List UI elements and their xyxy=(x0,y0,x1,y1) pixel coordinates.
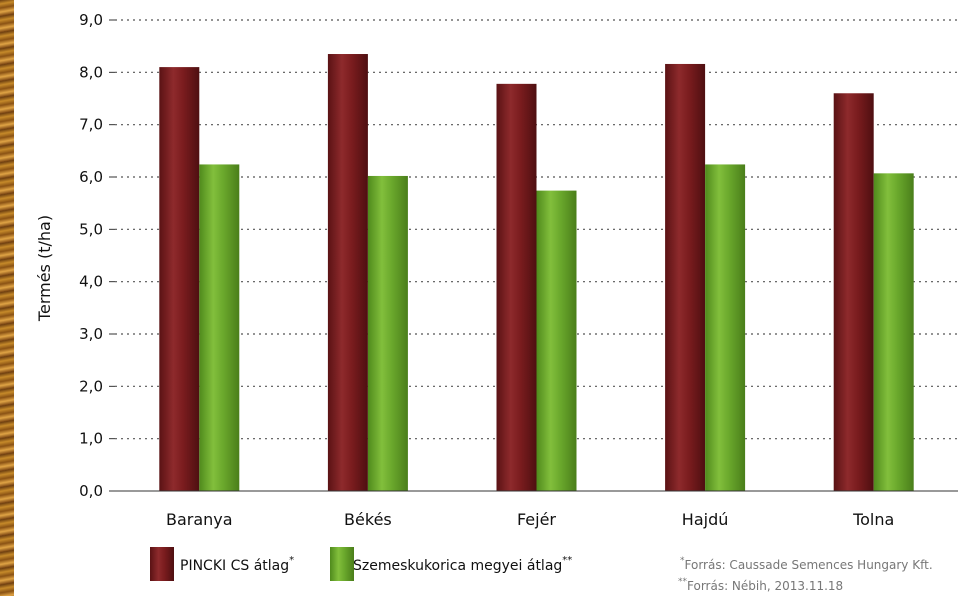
bar-series2 xyxy=(367,175,408,491)
bar-series2 xyxy=(873,173,914,491)
bar-series2 xyxy=(536,190,577,491)
x-category-label: Hajdú xyxy=(682,510,729,529)
x-category-label: Tolna xyxy=(852,510,894,529)
bars xyxy=(159,54,914,492)
source-line-2: **Forrás: Nébih, 2013.11.18 xyxy=(678,577,843,593)
bar-series1 xyxy=(327,54,368,492)
y-tick-label: 0,0 xyxy=(79,482,103,500)
y-axis-label: Termés (t/ha) xyxy=(35,215,54,322)
y-tick-label: 7,0 xyxy=(79,116,103,134)
bar-series1 xyxy=(833,93,874,492)
x-category-label: Békés xyxy=(344,510,392,529)
x-axis-categories: Baranya Békés Fejér Hajdú Tolna xyxy=(166,510,894,529)
source-line-1: *Forrás: Caussade Semences Hungary Kft. xyxy=(680,556,933,572)
x-category-label: Baranya xyxy=(166,510,233,529)
y-tick-label: 2,0 xyxy=(79,377,103,395)
y-axis-ticks: 0,0 1,0 2,0 3,0 4,0 5,0 6,0 7,0 8,0 9,0 xyxy=(79,11,115,500)
bar-series1 xyxy=(496,83,537,491)
legend-label-series1: PINCKI CS átlag* xyxy=(180,555,294,574)
y-tick-label: 4,0 xyxy=(79,273,103,291)
y-tick-label: 1,0 xyxy=(79,430,103,448)
x-category-label: Fejér xyxy=(517,510,556,529)
y-tick-label: 8,0 xyxy=(79,63,103,81)
y-tick-label: 6,0 xyxy=(79,168,103,186)
source-notes: *Forrás: Caussade Semences Hungary Kft. … xyxy=(678,556,933,593)
decorative-border xyxy=(0,0,14,596)
bar-series2 xyxy=(199,164,240,491)
bar-series1 xyxy=(159,67,200,491)
legend-label-series2: Szemeskukorica megyei átlag** xyxy=(353,555,572,574)
bar-series1 xyxy=(665,63,706,492)
legend-swatch-series1 xyxy=(150,547,174,581)
y-tick-label: 9,0 xyxy=(79,11,103,29)
legend-swatch-series2 xyxy=(330,547,354,581)
y-tick-label: 3,0 xyxy=(79,325,103,343)
bar-series2 xyxy=(705,164,746,491)
y-tick-label: 5,0 xyxy=(79,220,103,238)
legend: PINCKI CS átlag* Szemeskukorica megyei á… xyxy=(150,547,572,581)
